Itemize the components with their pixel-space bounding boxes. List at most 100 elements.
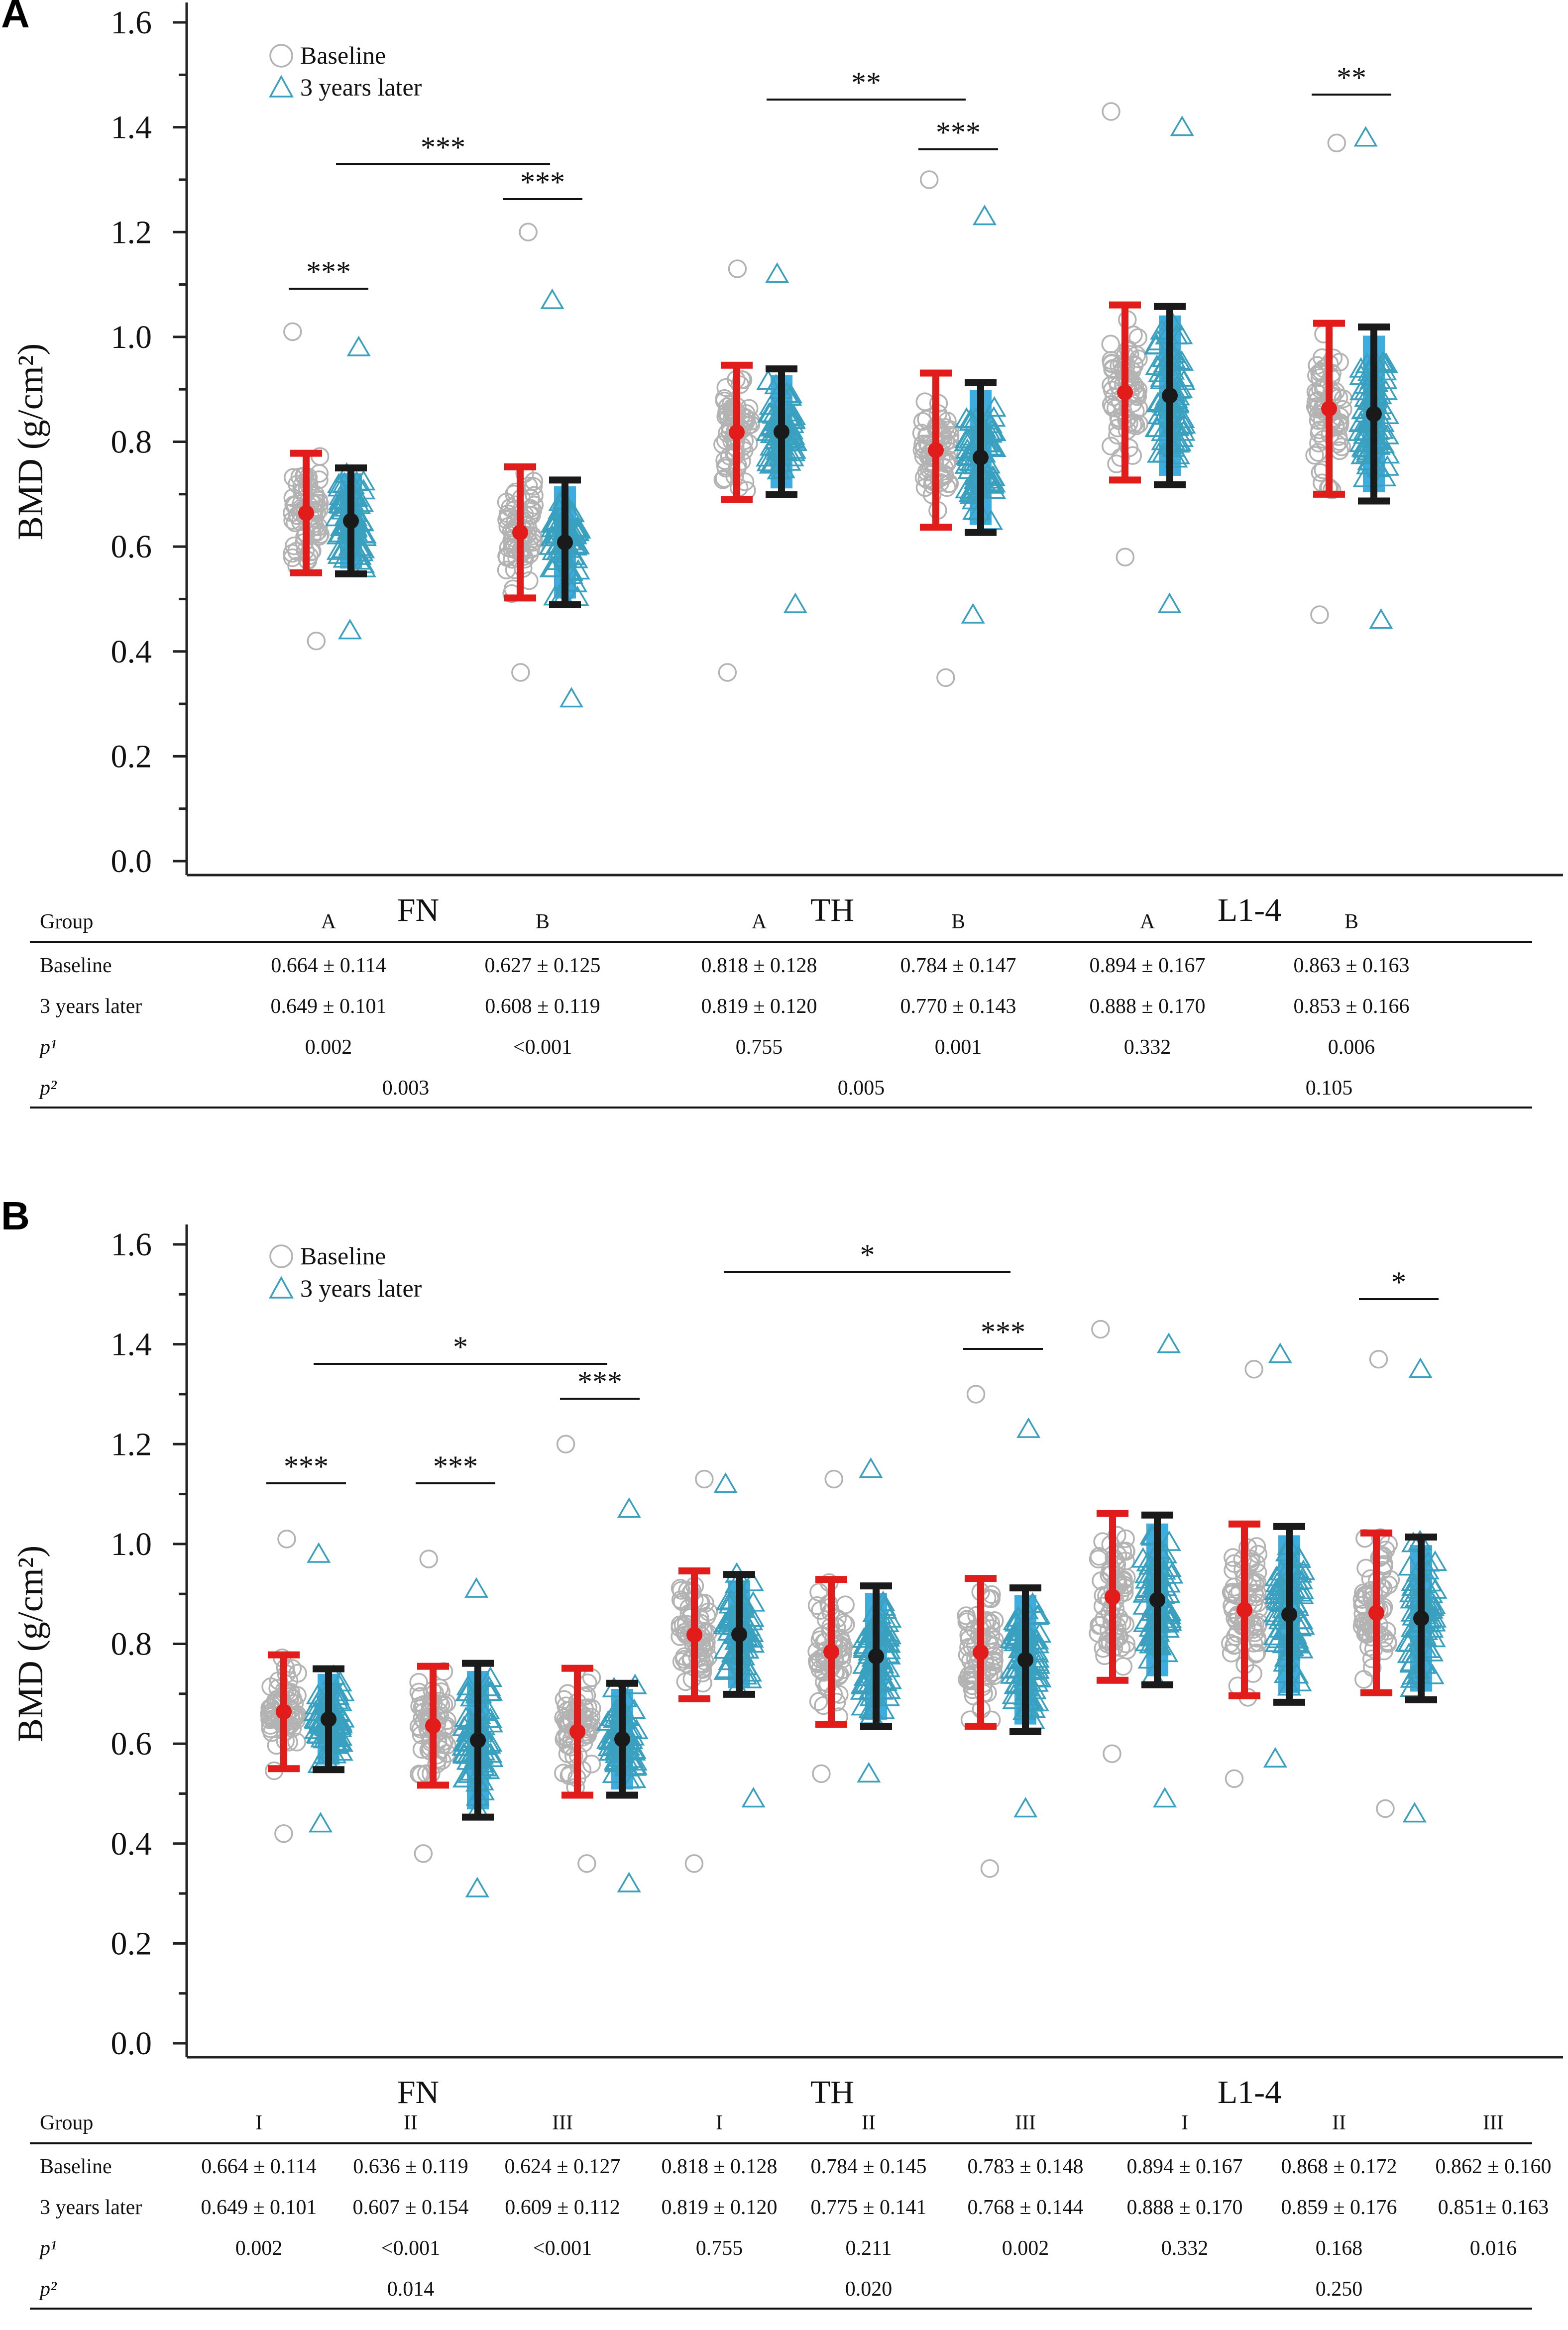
table-cell: 0.784 ± 0.147	[900, 954, 1016, 977]
baseline-point	[277, 1530, 296, 1549]
table-cell: 0.211	[846, 2237, 892, 2260]
table-cell: 0.770 ± 0.143	[900, 995, 1016, 1018]
later-point	[348, 538, 372, 558]
later-point	[1003, 1628, 1027, 1649]
baseline-point	[419, 1550, 439, 1568]
later-point	[541, 556, 565, 577]
baseline-point	[582, 1755, 601, 1774]
table-column-header: A	[321, 910, 336, 933]
baseline-point	[1309, 434, 1328, 452]
later-point	[972, 205, 997, 225]
within-group-sig-label: *	[1391, 1266, 1406, 1299]
later-point	[1157, 1530, 1181, 1551]
later-point	[982, 478, 1007, 499]
later-point	[617, 1872, 641, 1892]
later-point	[876, 1621, 900, 1642]
table-cell: 0.819 ± 0.120	[701, 995, 817, 1018]
y-axis-label: BMD (g/cm²)	[10, 343, 50, 541]
later-point	[617, 1497, 641, 1518]
table-cell: 0.607 ± 0.154	[352, 2196, 468, 2219]
later-point	[1423, 1550, 1448, 1571]
baseline-point	[1356, 1558, 1375, 1578]
panel-letter: A	[1, 0, 30, 36]
table-cell: <0.001	[533, 2237, 592, 2260]
baseline-point	[1098, 1634, 1117, 1654]
later-point	[1265, 1571, 1289, 1592]
later-point	[1400, 1667, 1424, 1688]
table-cell: 0.784 ± 0.145	[810, 2155, 926, 2178]
later-point	[1170, 115, 1194, 136]
later-point	[306, 1723, 331, 1744]
later-point	[859, 1457, 883, 1478]
table-cell: 0.664 ± 0.114	[271, 954, 386, 977]
baseline-mean-point	[686, 1627, 702, 1643]
baseline-point	[940, 474, 959, 493]
baseline-point	[1362, 1658, 1382, 1677]
panel-letter: B	[1, 1194, 30, 1238]
y-tick-label: 0.6	[111, 1726, 152, 1762]
table-column-header: A	[1140, 910, 1155, 933]
baseline-point	[1103, 1744, 1121, 1763]
table-row-label: 3 years later	[40, 2196, 142, 2219]
baseline-point	[1353, 1612, 1372, 1632]
later-point	[1374, 379, 1398, 400]
table-cell: 0.863 ± 0.163	[1293, 954, 1409, 977]
baseline-mean-point	[569, 1724, 585, 1740]
baseline-point	[1362, 1649, 1381, 1668]
table-column-header: A	[752, 910, 767, 933]
later-point	[1418, 1571, 1443, 1592]
baseline-mean-point	[1368, 1605, 1384, 1621]
later-point	[1399, 1651, 1424, 1671]
legend-label-baseline: Baseline	[300, 41, 386, 69]
later-point	[351, 470, 376, 491]
baseline-mean-point	[1105, 1589, 1120, 1605]
baseline-point	[411, 1687, 430, 1706]
x-category-label: TH	[810, 2074, 854, 2110]
table-cell: 0.862 ± 0.160	[1435, 2155, 1551, 2178]
legend-triangle-marker	[269, 75, 294, 98]
later-point	[328, 1690, 352, 1711]
later-point	[783, 592, 807, 613]
later-point	[1145, 354, 1169, 375]
baseline-point	[1376, 1799, 1395, 1818]
later-mean-point	[1366, 406, 1382, 422]
y-tick-label: 0.0	[111, 2025, 152, 2062]
later-point	[326, 539, 350, 560]
baseline-point	[936, 668, 955, 687]
later-point	[1369, 608, 1393, 629]
later-point	[982, 396, 1007, 417]
within-group-sig-label: ***	[936, 116, 981, 149]
baseline-point	[718, 663, 737, 682]
baseline-point	[672, 1581, 691, 1600]
baseline-point	[524, 477, 543, 496]
y-tick-label: 0.8	[111, 1626, 152, 1663]
baseline-point	[1354, 1670, 1373, 1689]
later-point	[1400, 1643, 1425, 1664]
later-point	[622, 1698, 646, 1719]
table-column-header: I	[1181, 2111, 1188, 2134]
later-point	[1025, 1633, 1050, 1654]
table-column-header: III	[1015, 2111, 1036, 2134]
y-tick-label: 0.6	[111, 529, 152, 565]
baseline-point	[1116, 548, 1135, 566]
later-point	[559, 687, 583, 708]
baseline-point	[684, 1854, 704, 1873]
later-point	[1398, 1555, 1422, 1576]
later-point	[304, 1694, 329, 1715]
x-category-label: FN	[397, 2074, 439, 2110]
table-column-header: B	[1344, 910, 1358, 933]
baseline-point	[671, 1615, 690, 1634]
table-column-header: II	[404, 2111, 418, 2134]
y-tick-label: 0.0	[111, 843, 152, 880]
x-category-label: TH	[810, 892, 854, 928]
table-cell: <0.001	[381, 2237, 440, 2260]
baseline-point	[572, 1761, 592, 1779]
baseline-point	[1102, 437, 1120, 455]
later-point	[741, 1632, 765, 1653]
baseline-point	[922, 485, 942, 504]
table-cell: 0.868 ± 0.172	[1281, 2155, 1397, 2178]
later-point	[1013, 1797, 1038, 1818]
within-group-sig-label: ***	[284, 1450, 329, 1483]
baseline-point	[836, 1615, 855, 1634]
baseline-point	[1117, 1542, 1135, 1561]
